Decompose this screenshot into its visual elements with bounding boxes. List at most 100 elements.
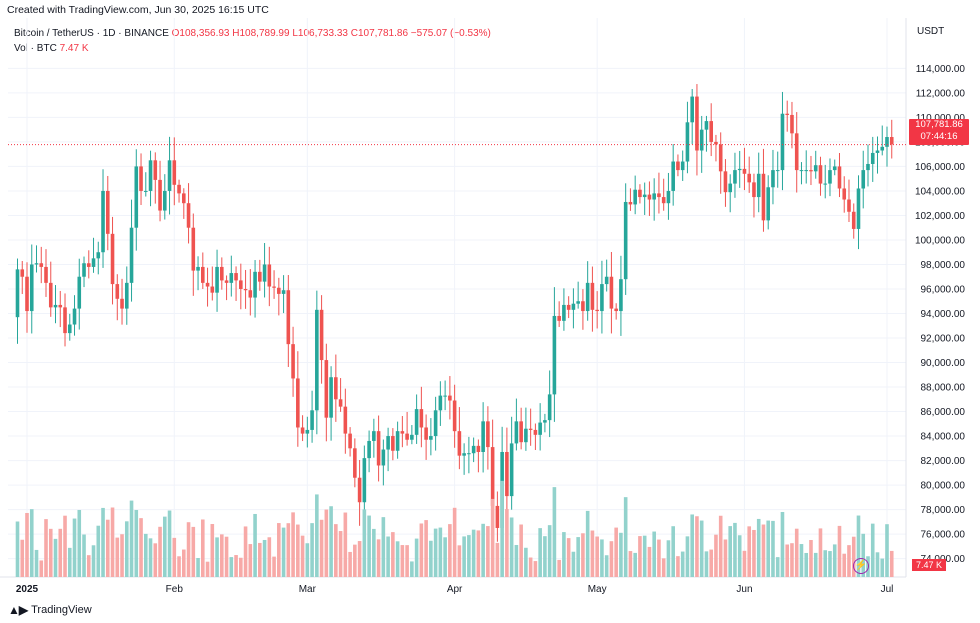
candle-body — [666, 190, 671, 204]
candle-body — [604, 276, 609, 285]
candle-body — [172, 160, 177, 185]
candle-body — [448, 395, 452, 401]
volume-bar — [329, 506, 333, 577]
volume-bar — [861, 533, 866, 577]
candle-body — [215, 266, 219, 293]
volume-bar — [153, 543, 158, 577]
candle-body — [723, 171, 728, 193]
x-tick-label: Jun — [736, 584, 752, 595]
candle-body — [514, 421, 519, 444]
volume-bar — [813, 552, 818, 577]
volume-bar — [172, 537, 177, 577]
candle-body — [191, 227, 196, 271]
volume-bar — [319, 519, 324, 577]
volume-bar — [661, 558, 666, 577]
last-price-value: 107,781.86 — [915, 119, 963, 130]
candle-body — [832, 166, 837, 171]
candle-body — [286, 290, 291, 345]
volume-bar — [39, 560, 44, 577]
volume-bar — [471, 529, 476, 577]
volume-bar — [34, 549, 39, 577]
volume-bar — [248, 544, 253, 577]
volume-bar — [433, 528, 438, 577]
candle-body — [737, 168, 742, 171]
volume-bar — [828, 551, 832, 577]
candle-body — [224, 280, 229, 283]
candle-body — [818, 165, 823, 184]
candle-body — [29, 264, 34, 312]
candle-body — [633, 189, 637, 205]
candle-body — [538, 422, 542, 435]
candle-body — [813, 165, 818, 172]
candle-body — [638, 189, 642, 198]
candle-body — [234, 273, 238, 281]
footer: ▲▶ TradingView — [8, 603, 92, 617]
y-tick-label: 94,000.00 — [921, 309, 966, 320]
volume-bar — [58, 528, 63, 577]
candle-body — [110, 233, 115, 285]
volume-bar — [547, 525, 552, 577]
volume-bar — [823, 550, 828, 577]
lightning-icon[interactable]: ⚡ — [853, 558, 869, 574]
volume-bar — [695, 516, 699, 577]
candle-body — [72, 308, 77, 325]
volume-bar — [714, 534, 718, 577]
tradingview-logo-icon: ▲▶ — [8, 603, 28, 617]
candle-body — [457, 431, 462, 456]
volume-bar — [457, 545, 462, 577]
candle-body — [353, 448, 357, 478]
candle-body — [210, 286, 215, 293]
volume-bar — [167, 510, 172, 577]
volume-bar — [638, 536, 642, 577]
volume-bar — [338, 531, 343, 577]
candle-body — [889, 137, 894, 145]
candle-body — [809, 170, 813, 172]
x-tick-label: Feb — [166, 584, 184, 595]
candle-body — [433, 410, 438, 437]
candle-body — [53, 304, 58, 308]
volume-bar — [376, 539, 381, 577]
volume-bar — [452, 507, 457, 577]
volume-bar — [490, 498, 495, 577]
volume-bar — [53, 538, 58, 577]
volume-bar — [67, 547, 72, 577]
candle-body — [766, 187, 771, 221]
volume-bar — [395, 541, 400, 577]
candle-body — [443, 395, 447, 397]
y-tick-label: 96,000.00 — [921, 284, 966, 295]
y-tick-label: 76,000.00 — [921, 530, 966, 541]
candle-body — [386, 436, 390, 450]
volume-bar — [676, 556, 680, 577]
candle-body — [248, 290, 253, 298]
candle-body — [562, 304, 566, 321]
volume-bar — [785, 544, 790, 577]
candle-body — [205, 282, 210, 287]
volume-bar — [633, 552, 637, 577]
currency-label[interactable]: USDT — [917, 26, 945, 37]
candle-body — [357, 477, 362, 503]
candle-body — [571, 303, 576, 310]
volume-bar — [162, 516, 167, 577]
volume-bar — [148, 538, 153, 577]
volume-bar — [652, 531, 656, 577]
volume-bar — [86, 555, 91, 577]
candle-body — [714, 141, 718, 145]
volume-bar — [737, 535, 742, 577]
volume-bar — [462, 536, 466, 577]
volume-bar — [761, 524, 766, 577]
candle-body — [44, 266, 48, 283]
x-tick-label: Mar — [299, 584, 317, 595]
volume-bar — [666, 540, 671, 577]
volume-bar — [576, 537, 580, 577]
volume-bar — [267, 537, 272, 577]
volume-bar — [48, 528, 53, 577]
candle-body — [120, 298, 124, 309]
symbol-title[interactable]: Bitcoin / TetherUS · 1D · BINANCE — [14, 28, 169, 39]
volume-bar — [476, 530, 481, 577]
volume-bar — [101, 507, 105, 577]
y-tick-label: 82,000.00 — [921, 456, 966, 467]
volume-bar — [799, 544, 804, 577]
candle-body — [476, 445, 481, 452]
volume-label[interactable]: Vol · BTC — [14, 43, 57, 54]
